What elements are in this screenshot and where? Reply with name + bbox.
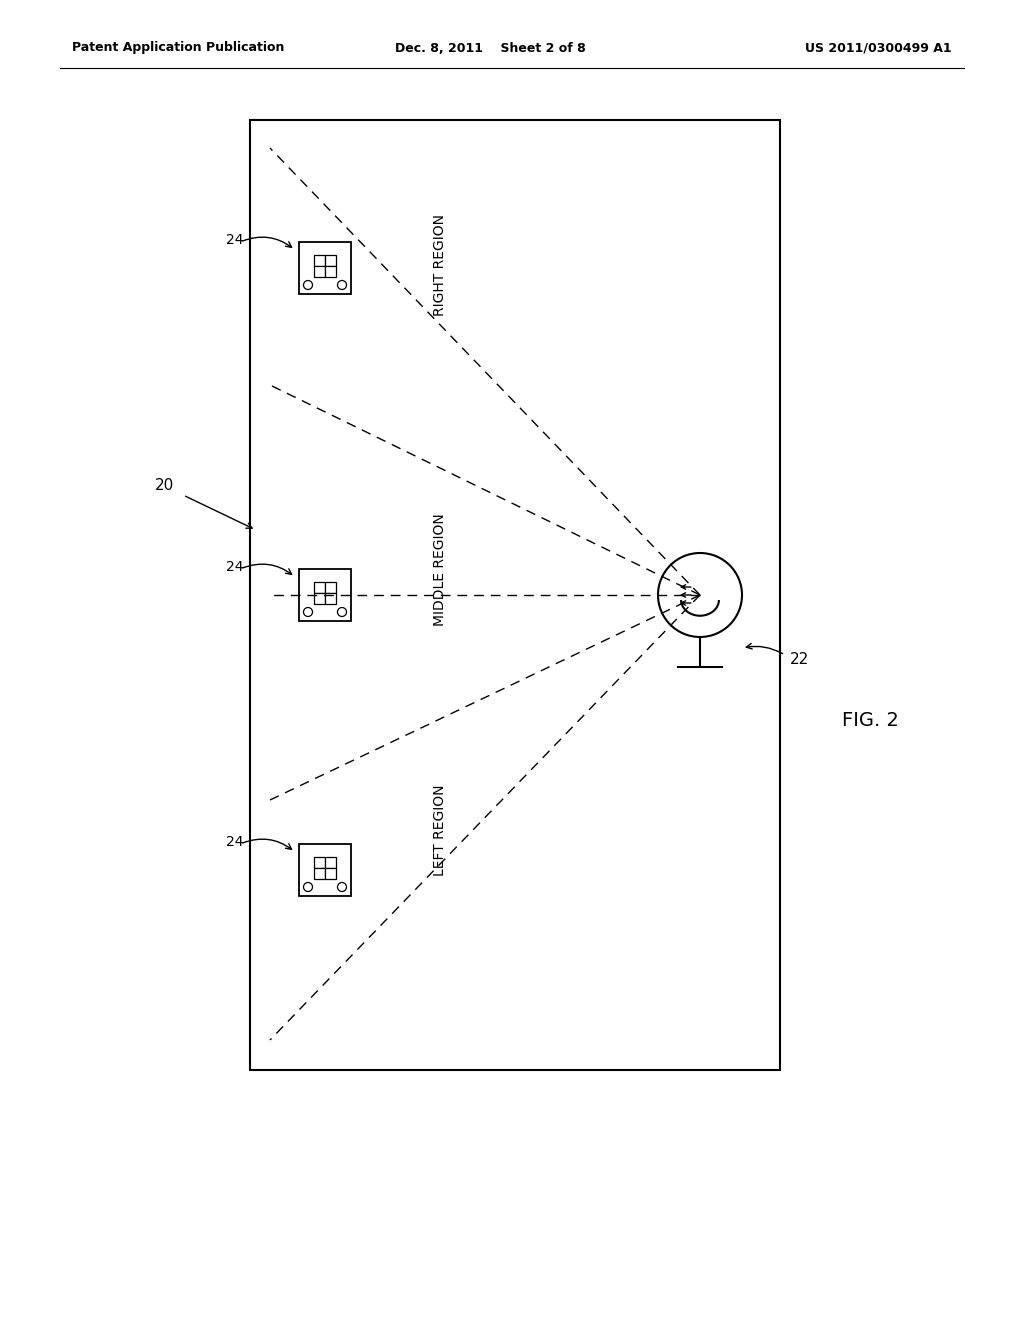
Text: Dec. 8, 2011    Sheet 2 of 8: Dec. 8, 2011 Sheet 2 of 8 <box>394 41 586 54</box>
Text: LEFT REGION: LEFT REGION <box>433 784 447 875</box>
Text: 22: 22 <box>790 652 809 668</box>
Bar <box>325 255 336 267</box>
Bar <box>299 242 351 294</box>
Bar <box>325 869 336 879</box>
Bar <box>314 857 325 869</box>
Bar <box>314 582 325 593</box>
Bar <box>325 857 336 869</box>
Bar <box>314 593 325 605</box>
Bar <box>325 267 336 277</box>
Bar <box>314 869 325 879</box>
Bar <box>299 843 351 896</box>
Bar <box>314 267 325 277</box>
Text: RIGHT REGION: RIGHT REGION <box>433 214 447 315</box>
Text: FIG. 2: FIG. 2 <box>842 710 898 730</box>
Bar <box>314 255 325 267</box>
Text: 20: 20 <box>156 478 175 492</box>
Bar <box>325 593 336 605</box>
Bar <box>299 569 351 620</box>
Text: 24: 24 <box>226 836 244 849</box>
Bar <box>250 120 780 1071</box>
Text: 24: 24 <box>226 560 244 574</box>
Text: 24: 24 <box>226 234 244 247</box>
Text: MIDDLE REGION: MIDDLE REGION <box>433 513 447 627</box>
Text: Patent Application Publication: Patent Application Publication <box>72 41 285 54</box>
Text: US 2011/0300499 A1: US 2011/0300499 A1 <box>805 41 952 54</box>
Bar <box>325 582 336 593</box>
